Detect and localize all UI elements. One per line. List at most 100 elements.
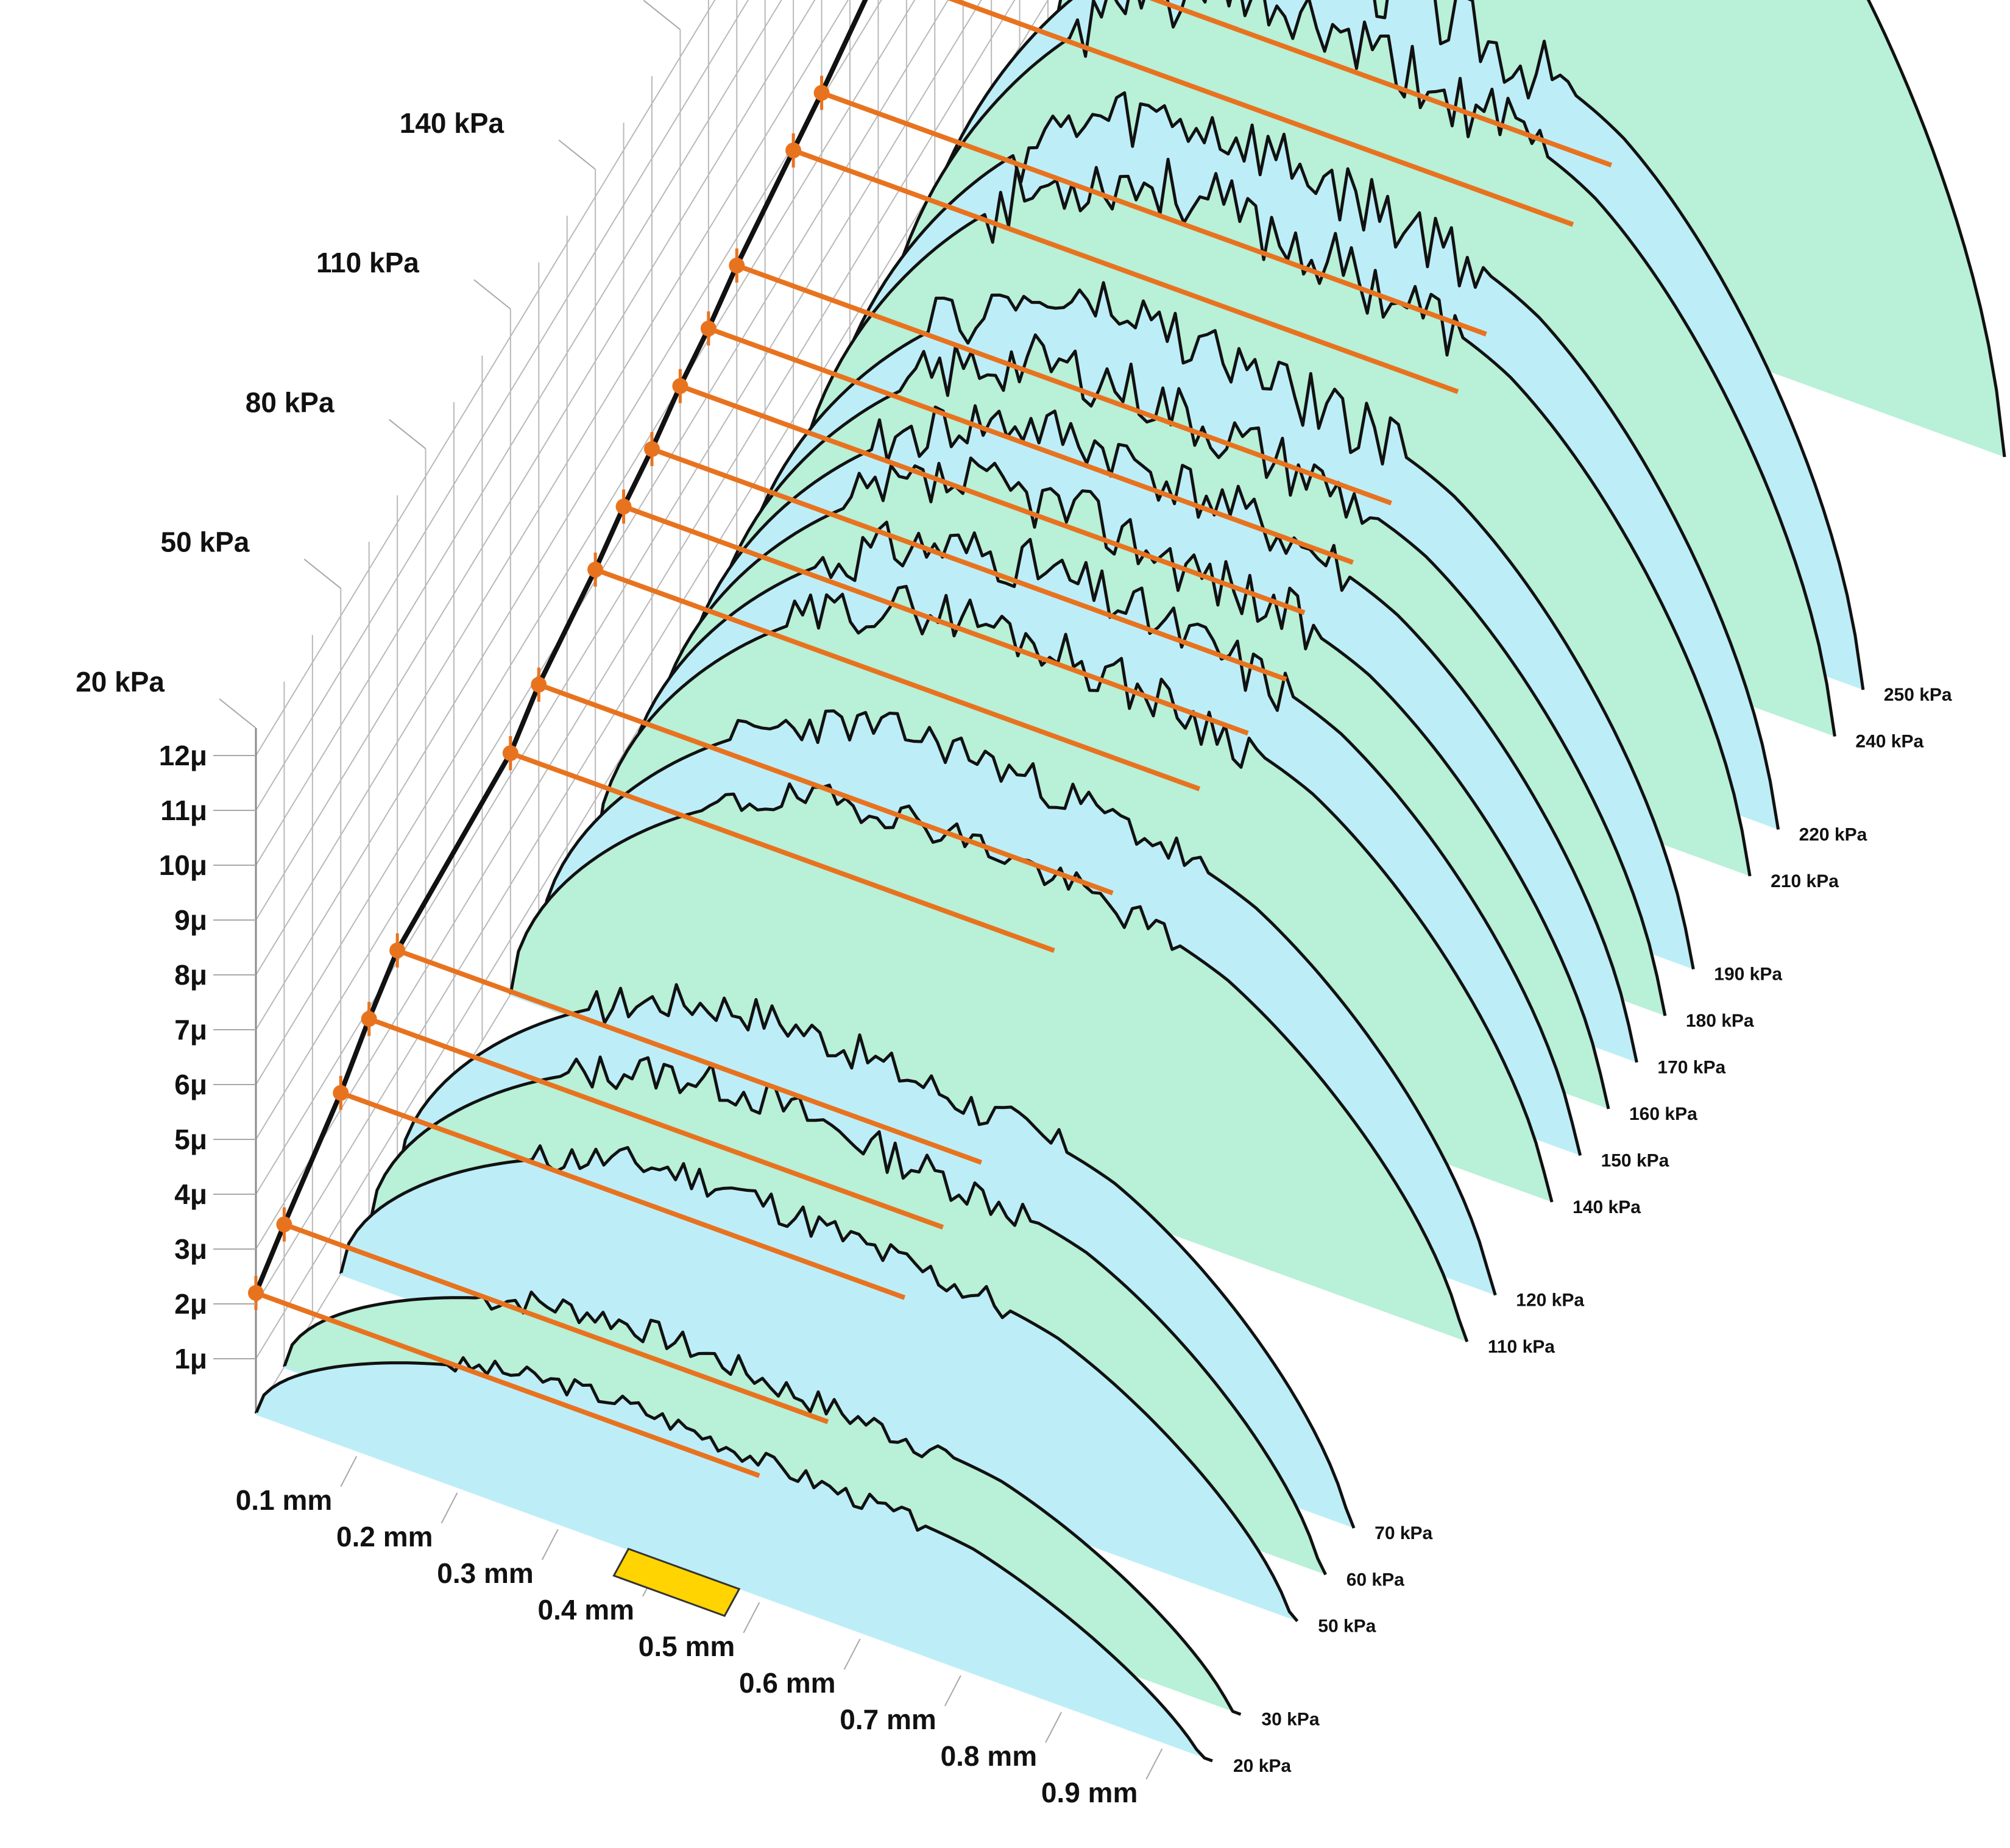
series-label: 220 kPa xyxy=(1799,824,1867,844)
series-line xyxy=(678,404,1638,1063)
x-axis-label: 0.4 mm xyxy=(538,1594,635,1626)
series-label: 210 kPa xyxy=(1771,871,1839,891)
summary-leader xyxy=(594,567,1201,791)
grid-layer xyxy=(255,0,1049,1414)
series-layer xyxy=(254,0,2006,1763)
z-axis-label: 2μ xyxy=(174,1288,207,1320)
summary-leader xyxy=(792,148,1459,394)
summary-line xyxy=(253,0,868,1294)
summary-leader xyxy=(821,90,1487,337)
x-tick xyxy=(441,1492,458,1524)
z-axis-label: 7μ xyxy=(174,1014,207,1046)
series-label: 120 kPa xyxy=(1516,1290,1584,1311)
x-tick xyxy=(340,1456,358,1487)
x-tick xyxy=(1045,1712,1062,1743)
series-line xyxy=(509,782,1469,1342)
series-label: 240 kPa xyxy=(1855,732,1923,752)
z-axis-label: 4μ xyxy=(174,1178,207,1210)
z-axis-label: 9μ xyxy=(174,904,207,936)
series-line xyxy=(367,1055,1327,1576)
x-axis-label: 0.9 mm xyxy=(1041,1777,1138,1808)
series-label: 110 kPa xyxy=(1488,1337,1555,1357)
pressure-tick xyxy=(303,558,341,589)
x-tick xyxy=(541,1529,559,1560)
x-tick xyxy=(944,1675,961,1707)
z-axis-label: 8μ xyxy=(174,959,207,991)
pressure-axis-label: 140 kPa xyxy=(400,107,504,139)
series-label: 140 kPa xyxy=(1573,1197,1641,1217)
summary-leader xyxy=(283,1222,829,1425)
series-line xyxy=(876,0,1836,737)
pressure-tick xyxy=(558,140,596,170)
series-line xyxy=(395,983,1356,1529)
z-axis-label: 12μ xyxy=(159,740,207,771)
summary-leader xyxy=(537,682,1114,896)
summary-leader xyxy=(651,447,1287,682)
summary-leader xyxy=(707,326,1354,565)
pressure-tick xyxy=(643,0,681,30)
series-label: 20 kPa xyxy=(1233,1756,1291,1776)
series-line xyxy=(622,520,1582,1156)
series-line xyxy=(820,91,1780,830)
series-label: 150 kPa xyxy=(1601,1150,1669,1170)
summary-leader xyxy=(509,751,1055,953)
summary-leader xyxy=(735,263,1392,506)
x-axis-label: 0.7 mm xyxy=(840,1704,936,1735)
series-line xyxy=(905,0,1865,690)
series-label: 70 kPa xyxy=(1375,1523,1432,1543)
summary-leader xyxy=(1149,0,1613,168)
x-axis-label: 0.5 mm xyxy=(639,1630,735,1662)
z-axis-label: 11μ xyxy=(160,795,207,826)
series-label: 30 kPa xyxy=(1261,1710,1319,1730)
pressure-axis-label: 80 kPa xyxy=(246,386,334,418)
series-line xyxy=(339,1144,1299,1623)
pressure-tick xyxy=(388,419,426,450)
series-label: 250 kPa xyxy=(1884,685,1952,705)
pressure-axis-label: 50 kPa xyxy=(160,526,249,558)
series-line xyxy=(735,281,1695,970)
summary-leader xyxy=(679,383,1306,615)
summary-leader xyxy=(255,1290,760,1478)
series-line xyxy=(283,1290,1242,1716)
z-axis-label: 10μ xyxy=(159,849,207,881)
summary-leader xyxy=(947,0,1574,227)
series-line xyxy=(707,333,1667,1016)
series-label: 50 kPa xyxy=(1318,1616,1376,1637)
pressure-axis-label: 110 kPa xyxy=(316,247,419,278)
summary-layer xyxy=(248,0,1613,1478)
x-tick xyxy=(843,1638,861,1670)
pressure-axis-label: 20 kPa xyxy=(76,666,165,698)
summary-leader xyxy=(396,948,983,1165)
z-axis-label: 5μ xyxy=(174,1124,207,1155)
series-line xyxy=(650,456,1610,1110)
series-label: 160 kPa xyxy=(1629,1104,1697,1124)
z-axis-label: 3μ xyxy=(174,1233,207,1265)
z-axis-label: 6μ xyxy=(174,1069,207,1100)
series-area xyxy=(256,1358,1212,1761)
pressure-tick xyxy=(219,698,257,729)
x-tick xyxy=(1145,1748,1163,1780)
series-label: 180 kPa xyxy=(1686,1011,1754,1031)
series-label: 170 kPa xyxy=(1657,1058,1725,1078)
series-line xyxy=(537,709,1497,1296)
summary-leader xyxy=(339,1090,906,1300)
series-line xyxy=(791,157,1752,877)
pressure-tick xyxy=(473,279,511,310)
x-axis-label: 0.6 mm xyxy=(739,1667,836,1699)
x-axis-label: 0.3 mm xyxy=(437,1557,534,1589)
series-area xyxy=(341,1145,1298,1621)
x-axis-label: 0.2 mm xyxy=(336,1521,433,1552)
series-area xyxy=(510,784,1467,1342)
summary-leader xyxy=(368,1016,944,1230)
x-axis-label: 0.8 mm xyxy=(941,1740,1038,1772)
series-label: 190 kPa xyxy=(1714,965,1782,985)
x-axis-label: 0.1 mm xyxy=(236,1484,333,1516)
series-line xyxy=(593,584,1554,1203)
summary-leader xyxy=(623,504,1249,736)
x-tick xyxy=(743,1602,760,1634)
series-label: 60 kPa xyxy=(1346,1570,1404,1590)
yellow-marker xyxy=(612,1548,741,1617)
z-axis-label: 1μ xyxy=(174,1343,207,1375)
